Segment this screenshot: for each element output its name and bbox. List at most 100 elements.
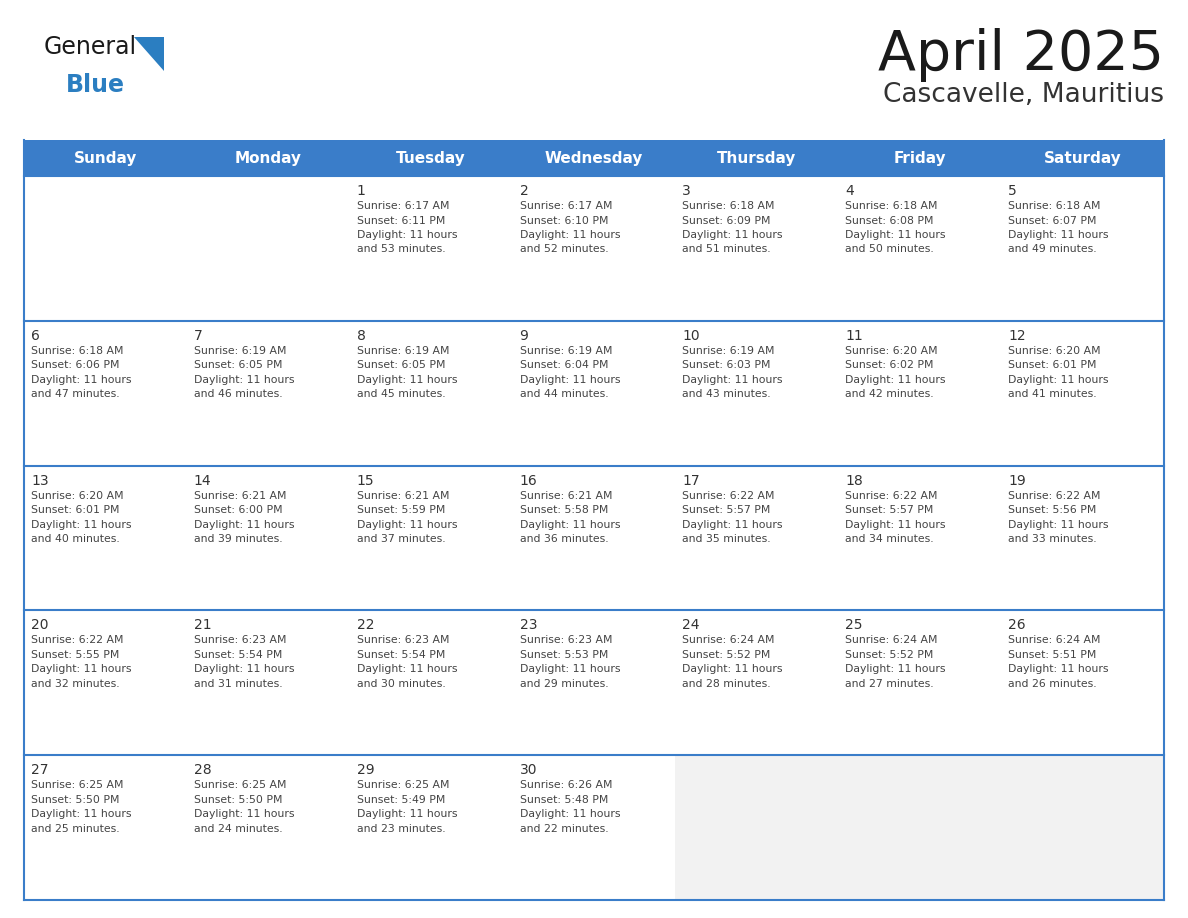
- Text: Sunset: 6:11 PM: Sunset: 6:11 PM: [356, 216, 446, 226]
- Text: Sunset: 6:10 PM: Sunset: 6:10 PM: [519, 216, 608, 226]
- Bar: [187, 756, 349, 900]
- Text: 30: 30: [519, 763, 537, 778]
- Text: Sunrise: 6:18 AM: Sunrise: 6:18 AM: [1009, 201, 1100, 211]
- Bar: [187, 176, 349, 320]
- Text: and 49 minutes.: and 49 minutes.: [1009, 244, 1097, 254]
- Text: Sunset: 5:54 PM: Sunset: 5:54 PM: [356, 650, 446, 660]
- Text: Daylight: 11 hours: Daylight: 11 hours: [356, 375, 457, 385]
- Bar: [676, 176, 839, 320]
- Text: 12: 12: [1009, 329, 1025, 342]
- Bar: [676, 465, 839, 610]
- Bar: [839, 756, 1001, 900]
- Text: Sunrise: 6:24 AM: Sunrise: 6:24 AM: [682, 635, 775, 645]
- Text: Sunrise: 6:23 AM: Sunrise: 6:23 AM: [356, 635, 449, 645]
- Bar: [349, 320, 512, 465]
- Bar: [349, 465, 512, 610]
- Text: and 27 minutes.: and 27 minutes.: [846, 679, 934, 688]
- Text: Sunrise: 6:20 AM: Sunrise: 6:20 AM: [1009, 346, 1101, 356]
- Text: Sunrise: 6:18 AM: Sunrise: 6:18 AM: [31, 346, 124, 356]
- Text: Daylight: 11 hours: Daylight: 11 hours: [846, 520, 946, 530]
- Text: Sunset: 6:03 PM: Sunset: 6:03 PM: [682, 360, 771, 370]
- Text: and 28 minutes.: and 28 minutes.: [682, 679, 771, 688]
- Text: Daylight: 11 hours: Daylight: 11 hours: [31, 520, 132, 530]
- Bar: [1001, 610, 1164, 756]
- Text: Sunrise: 6:25 AM: Sunrise: 6:25 AM: [194, 780, 286, 790]
- Bar: [1001, 465, 1164, 610]
- Text: Sunrise: 6:19 AM: Sunrise: 6:19 AM: [356, 346, 449, 356]
- Bar: [839, 320, 1001, 465]
- Text: and 43 minutes.: and 43 minutes.: [682, 389, 771, 399]
- Text: Sunset: 5:54 PM: Sunset: 5:54 PM: [194, 650, 283, 660]
- Bar: [187, 320, 349, 465]
- Text: and 42 minutes.: and 42 minutes.: [846, 389, 934, 399]
- Text: Sunrise: 6:26 AM: Sunrise: 6:26 AM: [519, 780, 612, 790]
- Bar: [187, 610, 349, 756]
- Text: 26: 26: [1009, 619, 1025, 633]
- Text: Sunrise: 6:20 AM: Sunrise: 6:20 AM: [846, 346, 937, 356]
- Text: Sunset: 6:04 PM: Sunset: 6:04 PM: [519, 360, 608, 370]
- Bar: [512, 465, 676, 610]
- Text: Sunset: 5:53 PM: Sunset: 5:53 PM: [519, 650, 608, 660]
- Text: Daylight: 11 hours: Daylight: 11 hours: [31, 375, 132, 385]
- Text: Daylight: 11 hours: Daylight: 11 hours: [519, 665, 620, 675]
- Text: 3: 3: [682, 184, 691, 198]
- Text: Sunrise: 6:18 AM: Sunrise: 6:18 AM: [682, 201, 775, 211]
- Bar: [512, 176, 676, 320]
- Text: and 51 minutes.: and 51 minutes.: [682, 244, 771, 254]
- Text: Daylight: 11 hours: Daylight: 11 hours: [519, 230, 620, 240]
- Text: Sunset: 5:52 PM: Sunset: 5:52 PM: [846, 650, 934, 660]
- Text: Daylight: 11 hours: Daylight: 11 hours: [356, 230, 457, 240]
- Text: Sunset: 5:56 PM: Sunset: 5:56 PM: [1009, 505, 1097, 515]
- Text: Daylight: 11 hours: Daylight: 11 hours: [846, 665, 946, 675]
- Text: 4: 4: [846, 184, 854, 198]
- Text: 1: 1: [356, 184, 366, 198]
- Text: and 37 minutes.: and 37 minutes.: [356, 534, 446, 544]
- Text: Sunrise: 6:22 AM: Sunrise: 6:22 AM: [846, 490, 937, 500]
- Text: Sunrise: 6:20 AM: Sunrise: 6:20 AM: [31, 490, 124, 500]
- Bar: [676, 610, 839, 756]
- Text: Daylight: 11 hours: Daylight: 11 hours: [356, 665, 457, 675]
- Text: and 47 minutes.: and 47 minutes.: [31, 389, 120, 399]
- Text: Sunrise: 6:23 AM: Sunrise: 6:23 AM: [194, 635, 286, 645]
- Text: and 50 minutes.: and 50 minutes.: [846, 244, 934, 254]
- Text: 20: 20: [31, 619, 49, 633]
- Text: and 22 minutes.: and 22 minutes.: [519, 823, 608, 834]
- Text: 11: 11: [846, 329, 862, 342]
- Text: Sunrise: 6:25 AM: Sunrise: 6:25 AM: [356, 780, 449, 790]
- Text: and 39 minutes.: and 39 minutes.: [194, 534, 283, 544]
- Text: Sunset: 6:01 PM: Sunset: 6:01 PM: [1009, 360, 1097, 370]
- Text: 13: 13: [31, 474, 49, 487]
- Text: 14: 14: [194, 474, 211, 487]
- Text: 29: 29: [356, 763, 374, 778]
- Bar: [24, 756, 187, 900]
- Text: Sunrise: 6:19 AM: Sunrise: 6:19 AM: [194, 346, 286, 356]
- Bar: [24, 610, 187, 756]
- Bar: [349, 176, 512, 320]
- Text: Wednesday: Wednesday: [545, 151, 643, 165]
- Text: Sunrise: 6:19 AM: Sunrise: 6:19 AM: [519, 346, 612, 356]
- Text: and 40 minutes.: and 40 minutes.: [31, 534, 120, 544]
- Text: and 34 minutes.: and 34 minutes.: [846, 534, 934, 544]
- Text: Daylight: 11 hours: Daylight: 11 hours: [846, 230, 946, 240]
- Bar: [1001, 176, 1164, 320]
- Text: April 2025: April 2025: [878, 28, 1164, 82]
- Text: and 26 minutes.: and 26 minutes.: [1009, 679, 1097, 688]
- Text: 27: 27: [31, 763, 49, 778]
- Bar: [839, 465, 1001, 610]
- Text: Cascavelle, Mauritius: Cascavelle, Mauritius: [883, 82, 1164, 108]
- Text: 18: 18: [846, 474, 862, 487]
- Text: and 25 minutes.: and 25 minutes.: [31, 823, 120, 834]
- Text: Sunset: 6:05 PM: Sunset: 6:05 PM: [194, 360, 283, 370]
- Text: and 23 minutes.: and 23 minutes.: [356, 823, 446, 834]
- Text: Sunrise: 6:22 AM: Sunrise: 6:22 AM: [31, 635, 124, 645]
- Text: Sunset: 5:51 PM: Sunset: 5:51 PM: [1009, 650, 1097, 660]
- Text: 9: 9: [519, 329, 529, 342]
- Text: Saturday: Saturday: [1044, 151, 1121, 165]
- Bar: [512, 756, 676, 900]
- Text: Daylight: 11 hours: Daylight: 11 hours: [1009, 665, 1108, 675]
- Text: Sunrise: 6:22 AM: Sunrise: 6:22 AM: [682, 490, 775, 500]
- Text: Sunset: 6:05 PM: Sunset: 6:05 PM: [356, 360, 446, 370]
- Text: Daylight: 11 hours: Daylight: 11 hours: [31, 665, 132, 675]
- Text: and 24 minutes.: and 24 minutes.: [194, 823, 283, 834]
- Text: Daylight: 11 hours: Daylight: 11 hours: [519, 375, 620, 385]
